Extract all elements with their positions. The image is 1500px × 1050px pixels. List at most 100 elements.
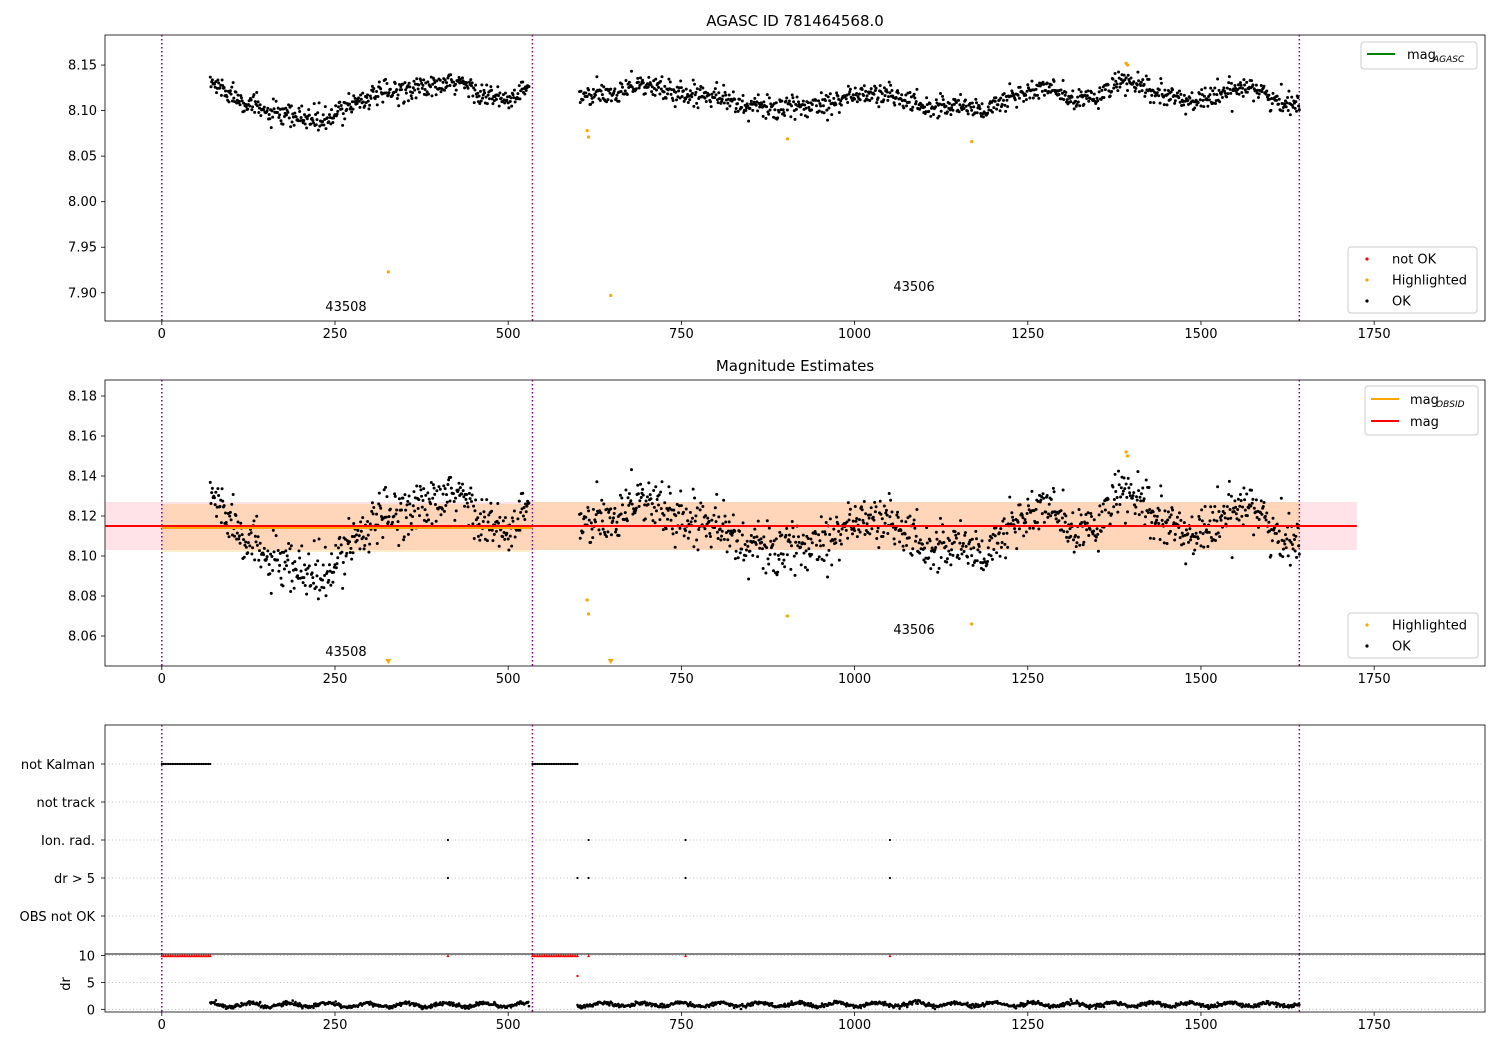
data-point-ok <box>590 527 594 531</box>
data-point-ok <box>1257 92 1261 96</box>
data-point-ok <box>623 89 627 93</box>
data-point-ok <box>1293 549 1297 553</box>
data-point-ok <box>1281 109 1285 113</box>
data-point-ok <box>806 101 810 105</box>
data-point-ok <box>595 480 599 484</box>
y-tick-label: 8.12 <box>68 510 97 525</box>
data-point-ok <box>670 527 674 531</box>
data-point-ok <box>736 539 739 543</box>
data-point-ok <box>1000 102 1004 106</box>
flag-point <box>572 762 576 766</box>
data-point-ok <box>767 526 771 530</box>
data-point-ok <box>734 549 738 553</box>
data-point-ok <box>246 551 250 555</box>
data-point-ok <box>848 512 852 516</box>
data-point-ok <box>240 533 244 537</box>
dr-point <box>806 1004 809 1007</box>
data-point-ok <box>284 106 288 110</box>
data-point-ok <box>364 537 368 541</box>
data-point-ok <box>1200 519 1204 523</box>
data-point-ok <box>974 97 978 101</box>
data-point-ok <box>589 102 593 106</box>
dr-point <box>1257 1005 1261 1008</box>
data-point-highlighted <box>609 293 613 298</box>
data-point-ok <box>958 103 962 107</box>
data-point-ok <box>523 518 527 522</box>
data-point-ok <box>778 530 782 534</box>
data-point-ok <box>1092 97 1096 101</box>
data-point-ok <box>720 97 724 101</box>
data-point-ok <box>404 516 408 520</box>
data-point-ok <box>1284 546 1288 550</box>
data-point-ok <box>393 492 397 496</box>
data-point-ok <box>396 520 400 524</box>
data-point-ok <box>928 102 932 106</box>
data-point-ok <box>662 90 666 94</box>
dr-point <box>970 1006 973 1010</box>
data-point-ok <box>689 520 693 524</box>
data-point-ok <box>415 484 419 488</box>
data-point-ok <box>896 89 900 93</box>
data-point-ok <box>1177 511 1181 515</box>
data-point-ok <box>1054 517 1058 521</box>
data-point-ok <box>613 87 617 91</box>
data-point-ok <box>651 519 655 523</box>
flag-point <box>531 762 534 766</box>
data-point-ok <box>591 100 595 104</box>
data-point-ok <box>415 77 419 81</box>
data-point-ok <box>385 82 389 86</box>
data-point-ok <box>990 557 994 561</box>
data-point-ok <box>304 568 308 572</box>
data-point-ok <box>350 100 354 104</box>
data-point-ok <box>614 527 618 531</box>
data-point-ok <box>751 108 755 112</box>
data-point-ok <box>657 85 661 89</box>
data-point-ok <box>1199 544 1203 548</box>
data-point-ok <box>846 101 850 105</box>
flag-point <box>576 876 579 880</box>
data-point-ok <box>472 536 476 540</box>
data-point-ok <box>724 520 728 524</box>
data-point-ok <box>497 104 501 108</box>
data-point-ok <box>803 565 807 569</box>
data-point-ok <box>959 92 963 96</box>
data-point-ok <box>370 509 374 513</box>
data-point-ok <box>721 94 725 98</box>
data-point-ok <box>934 545 938 549</box>
data-point-ok <box>487 513 491 517</box>
flag-point <box>184 762 188 766</box>
data-point-ok <box>716 536 720 540</box>
data-point-ok <box>794 551 798 555</box>
obsid-annotation: 43508 <box>325 300 366 315</box>
data-point-ok <box>659 507 663 511</box>
data-point-ok <box>865 94 869 98</box>
data-point-ok <box>1078 543 1082 547</box>
data-point-ok <box>1147 485 1151 489</box>
data-point-ok <box>244 540 248 544</box>
data-point-ok <box>1042 520 1046 524</box>
data-point-ok <box>473 88 477 92</box>
dr-point <box>914 998 917 1002</box>
y-tick-label: 10 <box>78 950 95 965</box>
data-point-ok <box>647 75 651 79</box>
data-point-ok <box>1098 504 1102 508</box>
data-point-ok <box>692 104 696 108</box>
data-point-ok <box>1242 486 1246 490</box>
data-point-ok <box>695 87 699 91</box>
data-point-ok <box>621 85 624 89</box>
data-point-ok <box>845 520 849 524</box>
data-point-ok <box>507 106 511 110</box>
flag-point <box>550 762 553 766</box>
data-point-ok <box>1042 82 1046 86</box>
data-point-ok <box>826 118 830 122</box>
data-point-ok <box>1196 101 1200 105</box>
data-point-ok <box>215 514 219 518</box>
data-point-ok <box>391 93 394 97</box>
data-point-ok <box>411 515 415 519</box>
data-point-ok <box>691 487 695 491</box>
data-point-ok <box>267 562 271 566</box>
data-point-ok <box>1162 103 1166 107</box>
data-point-ok <box>731 513 735 517</box>
data-point-ok <box>876 526 880 530</box>
data-point-ok <box>719 538 723 542</box>
